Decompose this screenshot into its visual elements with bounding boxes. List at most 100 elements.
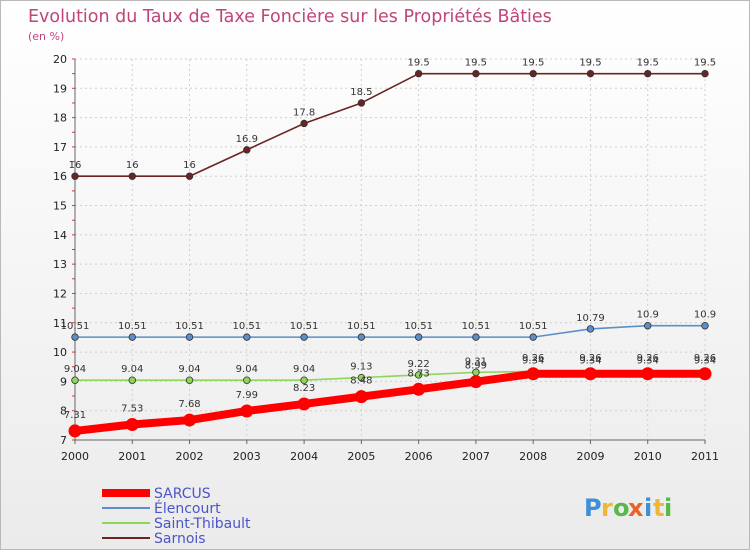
data-point <box>128 172 136 180</box>
y-tick-label: 18 <box>53 112 67 125</box>
data-label: 9.04 <box>121 364 143 375</box>
data-point <box>644 69 652 78</box>
y-tick-label: 17 <box>53 141 67 154</box>
data-label: 10.51 <box>404 321 433 332</box>
data-point <box>71 376 79 384</box>
series-line-élencourt <box>74 324 706 338</box>
x-tick-label: 2002 <box>176 450 204 463</box>
x-tick-label: 2008 <box>519 450 547 463</box>
y-tick-label: 19 <box>53 82 67 95</box>
data-point <box>128 333 136 341</box>
legend-entry: Élencourt <box>154 500 221 517</box>
x-tick-label: 2007 <box>462 450 490 463</box>
data-point <box>125 417 139 431</box>
y-tick-label: 8 <box>60 405 67 418</box>
data-point <box>644 322 652 330</box>
y-tick-label: 20 <box>53 53 67 66</box>
data-label: 10.51 <box>519 321 548 332</box>
chart-subtitle: (en %) <box>28 30 64 43</box>
data-label: 18.5 <box>350 87 372 98</box>
y-tick-label: 14 <box>53 229 67 242</box>
data-point <box>357 333 366 341</box>
data-label: 8.48 <box>350 376 372 387</box>
data-point <box>183 413 197 427</box>
data-label: 9.26 <box>522 353 544 364</box>
data-point <box>68 424 82 438</box>
y-tick-label: 11 <box>53 317 67 330</box>
data-label: 19.5 <box>408 58 430 69</box>
data-label: 19.5 <box>694 58 716 69</box>
logo-letter: t <box>653 494 664 522</box>
data-point <box>240 404 254 418</box>
data-label: 9.34 <box>522 355 544 366</box>
data-label: 9.26 <box>637 353 659 364</box>
x-tick-label: 2011 <box>691 450 719 463</box>
data-label: 9.22 <box>408 359 430 370</box>
data-label: 17.8 <box>293 107 315 118</box>
logo-letter: i <box>644 494 652 522</box>
y-tick-label: 16 <box>53 170 67 183</box>
logo-letter: i <box>664 494 672 522</box>
data-label: 16 <box>126 160 139 171</box>
data-point <box>128 376 136 384</box>
data-label: 10.51 <box>118 321 147 332</box>
x-tick-label: 2010 <box>634 450 662 463</box>
data-label: 9.34 <box>694 355 716 366</box>
data-point <box>701 69 709 78</box>
y-tick-label: 7 <box>60 434 67 447</box>
data-label: 9.26 <box>579 353 601 364</box>
x-tick-label: 2004 <box>290 450 318 463</box>
data-point <box>414 333 423 341</box>
data-label: 9.04 <box>178 364 200 375</box>
data-label: 9.04 <box>293 364 315 375</box>
data-point <box>185 376 194 384</box>
chart-title: Evolution du Taux de Taxe Foncière sur l… <box>28 7 552 27</box>
data-label: 10.9 <box>637 310 659 321</box>
data-label: 10.51 <box>61 321 90 332</box>
data-point <box>529 69 537 78</box>
y-tick-label: 9 <box>60 375 67 388</box>
data-point <box>185 333 194 341</box>
data-label: 10.79 <box>576 313 605 324</box>
data-label: 8.23 <box>293 383 315 394</box>
data-label: 19.5 <box>522 58 544 69</box>
data-label: 10.51 <box>290 321 319 332</box>
data-point <box>529 333 537 341</box>
data-point <box>414 371 423 379</box>
x-tick-label: 2000 <box>61 450 89 463</box>
x-tick-label: 2003 <box>233 450 261 463</box>
data-label: 10.51 <box>175 321 204 332</box>
data-point <box>300 376 308 384</box>
data-point <box>354 390 368 404</box>
logo-letter: x <box>628 494 644 522</box>
data-point <box>586 69 595 78</box>
logo-letter: r <box>601 494 613 522</box>
series-line-sarnois <box>74 72 706 178</box>
data-point <box>526 367 540 381</box>
data-label: 9.34 <box>637 355 659 366</box>
data-point <box>243 376 251 384</box>
data-label: 7.31 <box>64 410 86 421</box>
data-label: 9.31 <box>465 356 487 367</box>
data-label: 10.51 <box>232 321 261 332</box>
data-point <box>412 382 426 396</box>
data-point <box>701 322 709 330</box>
y-tick-label: 13 <box>53 258 67 271</box>
data-point <box>185 172 194 180</box>
logo-letter: P <box>584 494 602 522</box>
data-point <box>583 367 597 381</box>
data-label: 10.51 <box>462 321 491 332</box>
data-point <box>469 375 483 389</box>
x-tick-label: 2009 <box>576 450 604 463</box>
y-tick-label: 10 <box>53 346 67 359</box>
series-line-sarcus <box>71 369 709 435</box>
data-label: 16 <box>183 160 196 171</box>
data-label: 16 <box>69 160 82 171</box>
data-label: 19.5 <box>637 58 659 69</box>
data-label: 7.53 <box>121 403 143 414</box>
legend-entry: Sarnois <box>154 531 206 547</box>
data-point <box>414 69 423 78</box>
data-point <box>71 172 79 180</box>
data-label: 10.9 <box>694 310 716 321</box>
